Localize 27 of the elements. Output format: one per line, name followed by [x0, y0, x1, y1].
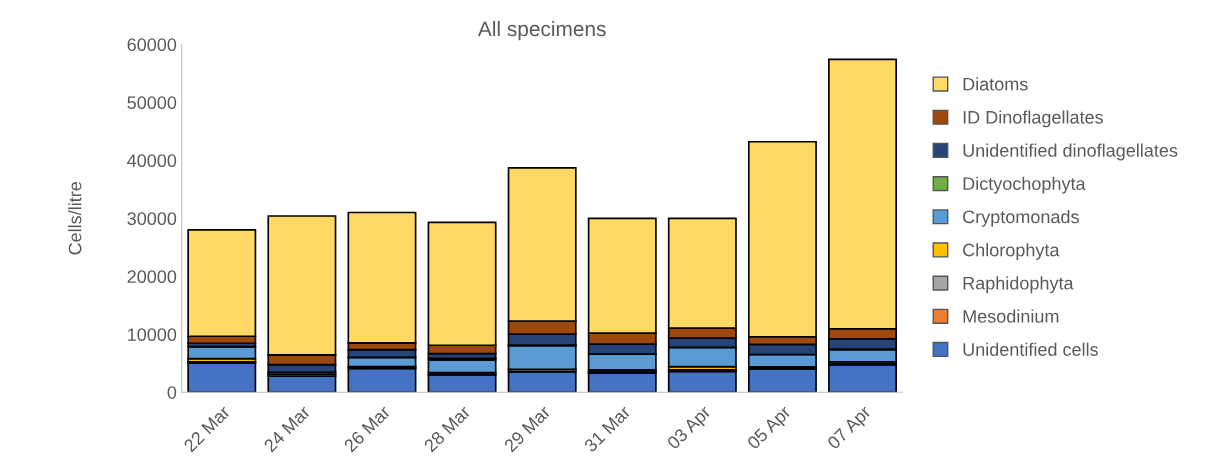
legend-label: ID Dinoflagellates: [963, 110, 1103, 128]
y-tick-label: 60000: [127, 38, 177, 52]
legend-label: Diatoms: [963, 77, 1028, 91]
legend-label: Unidentified cells: [963, 342, 1098, 356]
x-tick-label: 31 Mar: [583, 404, 632, 453]
x-tick-label: 26 Mar: [343, 404, 392, 453]
legend-label: Dictyochophyta: [963, 176, 1086, 194]
y-axis-title: Cells/litre: [68, 182, 82, 255]
x-tick-label: 24 Mar: [263, 404, 312, 453]
x-tick-label: 22 Mar: [183, 404, 231, 453]
y-tick-label: 20000: [127, 270, 177, 284]
x-tick-label: 05 Apr: [746, 404, 795, 453]
chart-title: All specimens: [477, 20, 606, 41]
legend-label: Chlorophyta: [963, 243, 1060, 260]
x-tick-label: 28 Mar: [423, 404, 472, 453]
legend-label: Unidentified dinoflagellates: [963, 143, 1178, 161]
x-tick-label: 03 Apr: [666, 404, 715, 453]
y-tick-label: 30000: [127, 212, 177, 226]
y-tick-label: 10000: [128, 328, 177, 342]
y-tick-label: 50000: [127, 96, 177, 110]
legend-label: Mesodinium: [963, 309, 1059, 323]
legend-label: Raphidophyta: [963, 276, 1074, 294]
x-tick-label: 29 Mar: [503, 404, 552, 453]
legend-label: Cryptomonads: [963, 209, 1079, 227]
y-tick-label: 40000: [127, 154, 177, 168]
y-tick-label: 0: [167, 386, 177, 399]
x-tick-label: 07 Apr: [826, 404, 875, 453]
